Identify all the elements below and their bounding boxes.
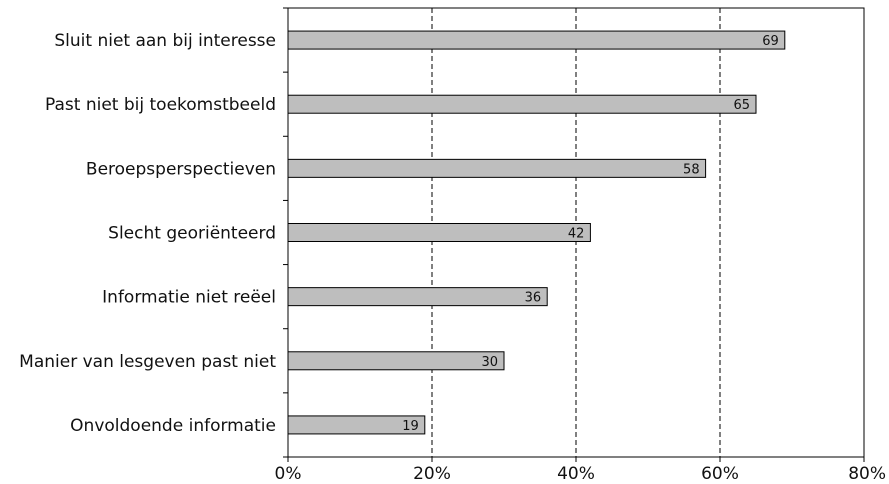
x-tick-label: 20% xyxy=(413,464,451,484)
x-tick-label: 80% xyxy=(848,464,886,484)
value-label: 19 xyxy=(402,419,419,434)
bars xyxy=(287,30,786,435)
bar xyxy=(287,30,786,50)
labels: 0% 20% 40% 60% 80% Sluit niet aan bij interes… xyxy=(19,31,886,484)
bar xyxy=(287,94,757,114)
x-tick-label: 40% xyxy=(557,464,595,484)
value-label: 42 xyxy=(568,227,585,242)
x-tick-label: 60% xyxy=(701,464,739,484)
bar xyxy=(287,287,548,307)
category-label: Past niet bij toekomstbeeld xyxy=(45,95,276,115)
bar xyxy=(287,223,591,242)
value-label: 36 xyxy=(525,291,542,306)
value-label: 58 xyxy=(683,162,700,177)
category-label: Manier van lesgeven past niet xyxy=(19,352,276,372)
axes xyxy=(283,7,865,462)
value-label: 30 xyxy=(481,355,498,370)
bar xyxy=(287,351,505,371)
category-label: Informatie niet reëel xyxy=(102,288,276,308)
x-tick-label: 0% xyxy=(275,464,302,484)
category-label: Sluit niet aan bij interesse xyxy=(54,31,276,51)
value-label: 69 xyxy=(762,34,779,49)
bar xyxy=(287,158,707,178)
value-label: 65 xyxy=(733,98,750,113)
category-label: Slecht georiënteerd xyxy=(108,224,276,244)
category-label: Onvoldoende informatie xyxy=(70,416,276,436)
category-label: Beroepsperspectieven xyxy=(86,159,276,179)
